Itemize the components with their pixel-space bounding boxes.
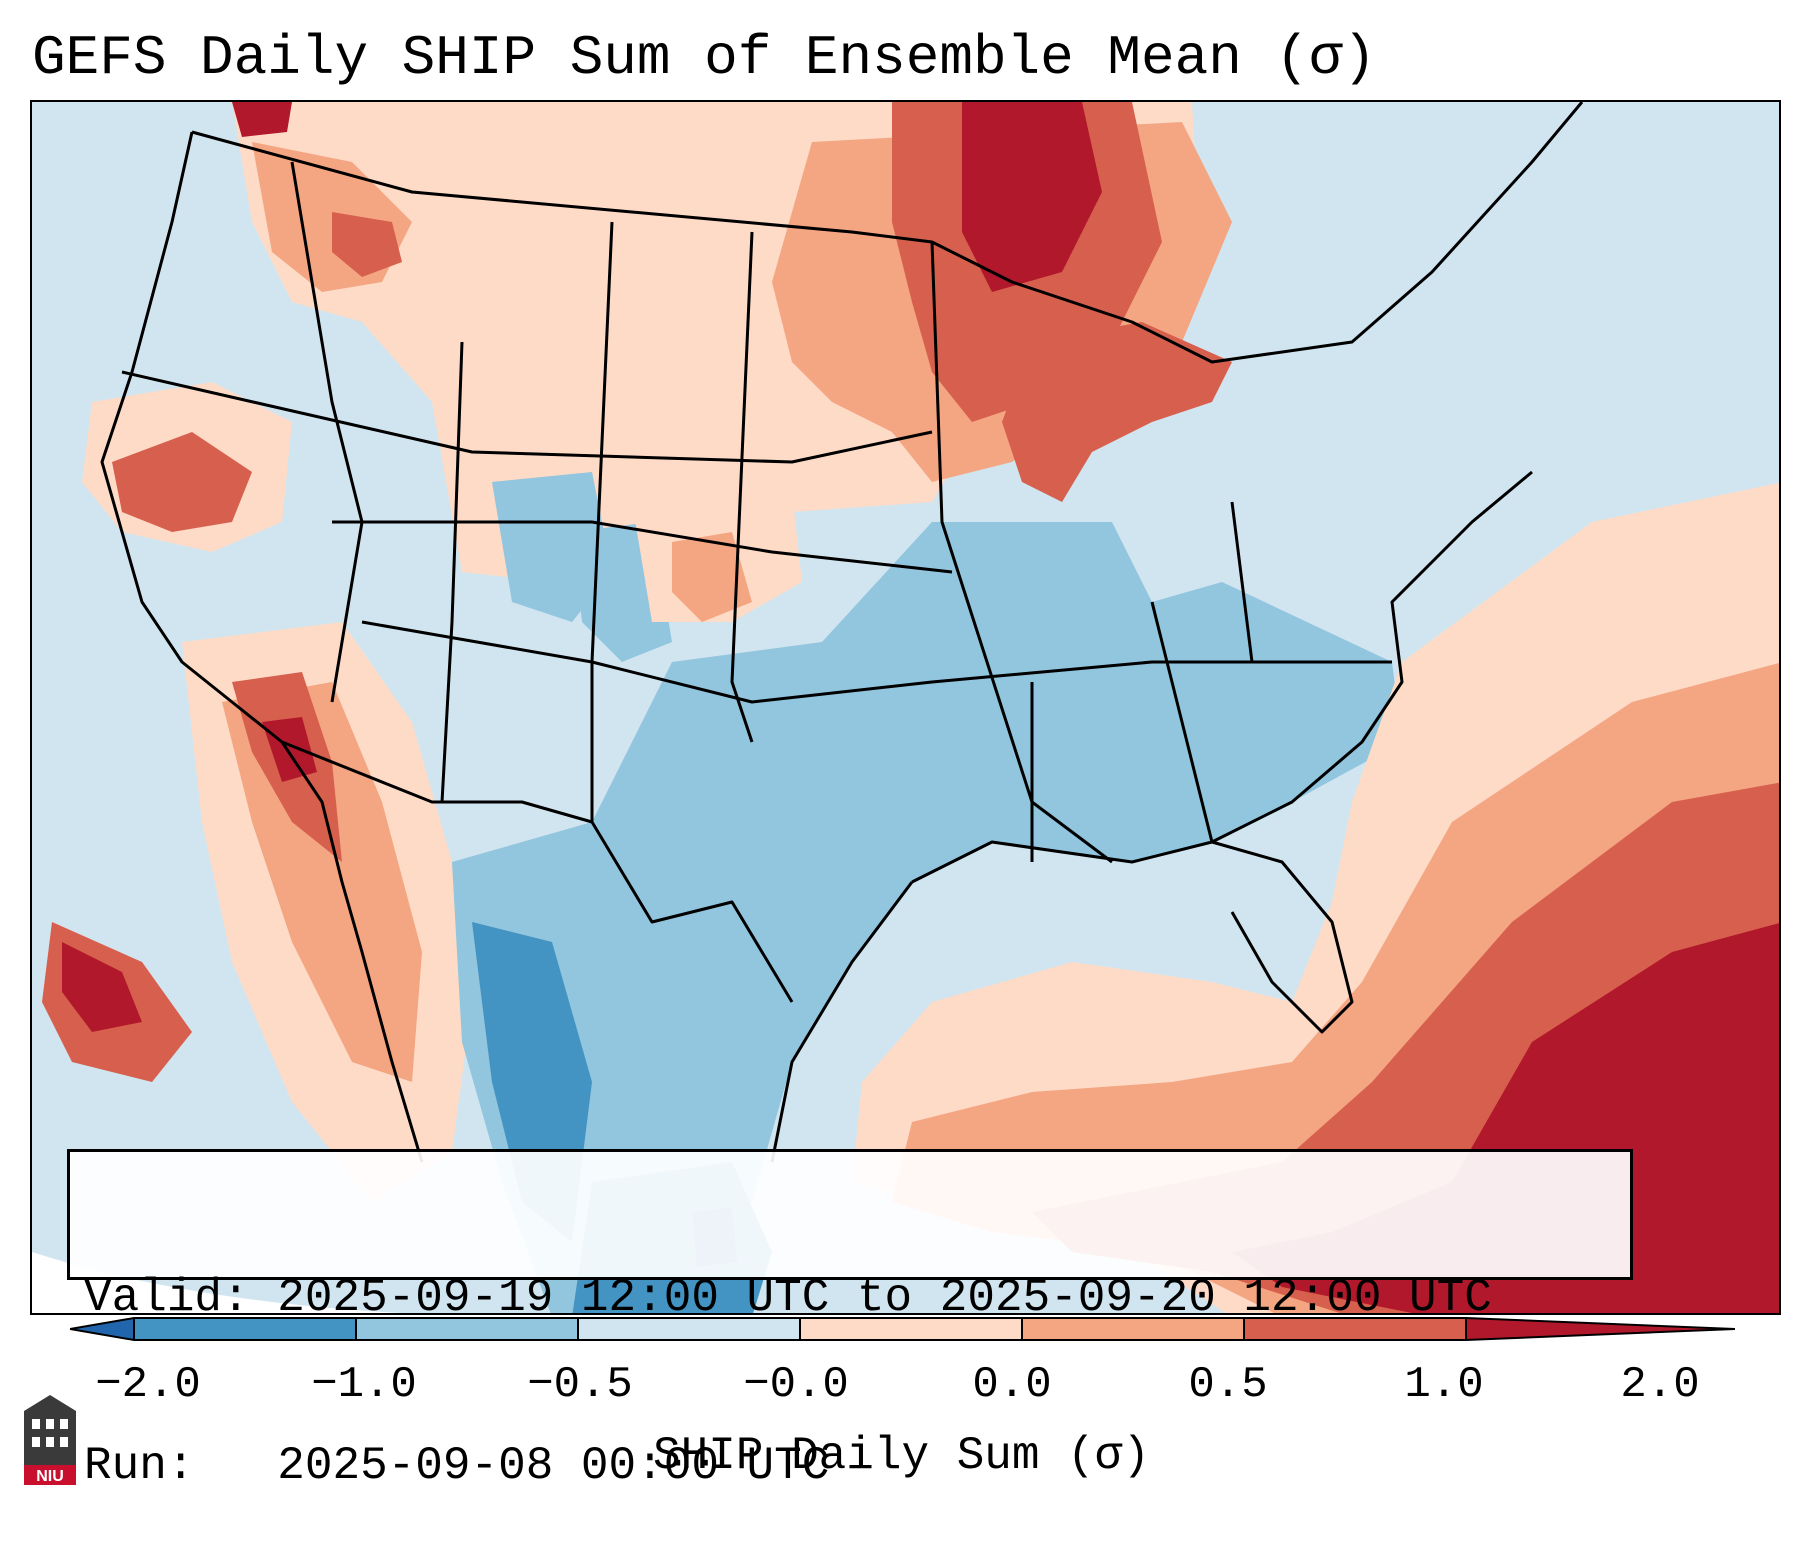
colorbar-tick-label: 1.0 <box>1404 1360 1484 1410</box>
line-7 <box>361 620 1392 704</box>
texas-coast <box>770 881 914 1163</box>
castle-tower-icon: NIU <box>24 1395 76 1485</box>
chart-title: GEFS Daily SHIP Sum of Ensemble Mean (σ) <box>32 26 1377 90</box>
line-4 <box>930 241 1113 864</box>
colorbar-tick-label: −1.0 <box>311 1360 417 1410</box>
valid-line: Valid: 2025-09-19 12:00 UTC to 2025-09-2… <box>84 1270 1630 1326</box>
anomaly-caribbean-max <box>1232 923 1779 1313</box>
west-coast <box>100 131 424 1163</box>
anomaly-north-max <box>962 102 1102 292</box>
colorbar <box>70 1317 1735 1341</box>
colorbar-tick-label: 0.0 <box>972 1360 1052 1410</box>
valid-label: Valid: <box>84 1272 250 1324</box>
projection-edge-left <box>32 1252 402 1313</box>
gulf-coast <box>911 470 1533 884</box>
colorbar-tick-label: −0.5 <box>527 1360 633 1410</box>
valid-value: 2025-09-19 12:00 UTC to 2025-09-20 12:00… <box>277 1272 1492 1324</box>
line-10 <box>1230 501 1254 663</box>
anomaly-pnw-strong <box>332 212 402 277</box>
map-panel <box>30 100 1781 1315</box>
colorbar-tick-label: −2.0 <box>95 1360 201 1410</box>
canada-border <box>191 102 1584 364</box>
rockies-line <box>290 161 364 703</box>
run-line: Run: 2025-09-08 00:00 UTC <box>84 1438 1630 1494</box>
anomaly-socal-max <box>262 717 317 782</box>
run-label: Run: <box>84 1440 195 1492</box>
validity-info-box: Valid: 2025-09-19 12:00 UTC to 2025-09-2… <box>67 1149 1633 1492</box>
colorbar-segment <box>800 1318 1022 1340</box>
colorbar-label: SHIP Daily Sum (σ) <box>653 1430 1150 1482</box>
line-3 <box>730 231 754 743</box>
colorbar-outline <box>70 1317 1735 1341</box>
colorbar-ticks <box>133 1318 1467 1340</box>
colorbar-segment <box>356 1318 578 1340</box>
anomaly-pnw-max <box>232 102 292 137</box>
colorbar-segment <box>1244 1318 1466 1340</box>
colorbar-segment <box>1022 1318 1244 1340</box>
state-boundaries <box>100 102 1584 1163</box>
colorbar-tick-label: 0.5 <box>1188 1360 1268 1410</box>
colorbar-segment <box>134 1318 356 1340</box>
colorbar-tick-label: 2.0 <box>1620 1360 1700 1410</box>
anomaly-norcal-strong <box>112 432 252 532</box>
anomaly-colorado-pos <box>672 532 752 622</box>
line-6 <box>332 520 953 574</box>
line-1 <box>440 341 464 803</box>
colorbar-extend-left <box>70 1318 134 1340</box>
run-value: 2025-09-08 00:00 UTC <box>277 1440 830 1492</box>
anomaly-pacific-sw-max <box>62 942 142 1032</box>
colorbar-extend-right <box>1466 1318 1735 1340</box>
line-5 <box>121 370 933 464</box>
anomaly-great-lakes <box>1002 322 1232 502</box>
line-9 <box>1150 601 1214 843</box>
florida <box>1211 840 1354 1034</box>
logo-text: NIU <box>36 1468 64 1485</box>
colorbar-segment <box>578 1318 800 1340</box>
colorbar-tick-label: −0.0 <box>743 1360 849 1410</box>
anomaly-south-low <box>452 522 1402 1313</box>
shaded-map <box>32 102 1779 1313</box>
